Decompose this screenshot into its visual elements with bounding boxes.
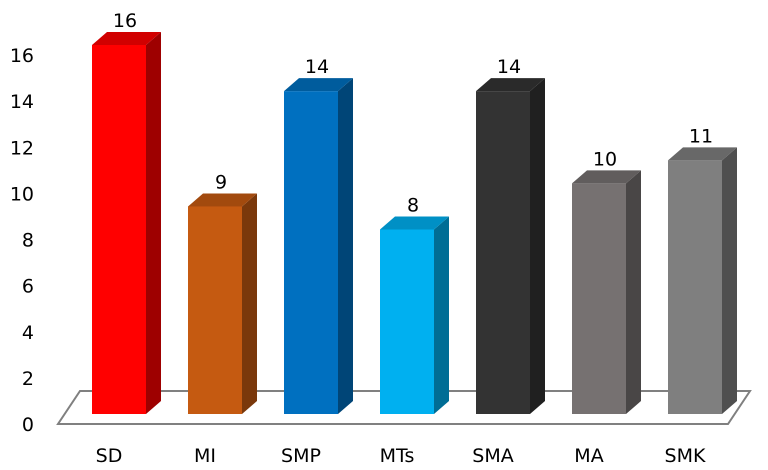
bar-smp (284, 78, 353, 414)
category-label: MI (194, 445, 216, 467)
data-label: 16 (113, 10, 137, 32)
y-tick-label: 12 (10, 137, 34, 159)
x-axis: SD MI SMP MTs SMA MA SMK (96, 445, 706, 467)
data-label: 9 (215, 171, 227, 193)
data-labels: 16 9 14 8 14 10 11 (113, 10, 713, 217)
bar-mts (380, 216, 449, 414)
bar-side (338, 78, 353, 414)
bar-front (476, 91, 530, 414)
bar-side (530, 78, 545, 414)
bar-front (284, 91, 338, 414)
category-label: SMA (472, 445, 513, 467)
y-axis: 0 2 4 6 8 10 12 14 16 (10, 45, 34, 436)
bar-top (476, 78, 545, 92)
data-label: 14 (305, 56, 329, 78)
data-label: 8 (407, 195, 419, 217)
bar-front (668, 160, 722, 414)
category-label: MA (574, 445, 603, 467)
category-label: MTs (380, 445, 415, 467)
y-tick-label: 10 (10, 183, 34, 205)
bar-top (92, 32, 161, 45)
data-label: 10 (593, 148, 617, 170)
y-tick-label: 0 (22, 414, 34, 436)
bar-front (572, 183, 626, 414)
bar-top (284, 78, 353, 92)
bar-top (188, 193, 257, 207)
bar-smk (668, 147, 737, 414)
data-label: 11 (689, 125, 713, 147)
bar-front (92, 45, 146, 414)
category-label: SMK (665, 445, 706, 467)
bar-top (380, 216, 449, 230)
bar-ma (572, 170, 641, 414)
bar-front (380, 229, 434, 414)
bar-side (722, 147, 737, 414)
y-tick-label: 4 (22, 322, 34, 344)
bar-sma (476, 78, 545, 414)
bar-side (626, 170, 641, 414)
y-tick-label: 14 (10, 91, 34, 113)
bar-front (188, 206, 242, 414)
bar-top (668, 147, 737, 161)
bar-mi (188, 193, 257, 414)
data-label: 14 (497, 56, 521, 78)
bar-side (146, 32, 161, 414)
y-tick-label: 16 (10, 45, 34, 67)
bar-side (242, 193, 257, 414)
category-label: SD (96, 445, 123, 467)
bars (92, 32, 737, 414)
y-tick-label: 2 (22, 368, 34, 390)
bar-sd (92, 32, 161, 414)
bar-side (434, 216, 449, 414)
category-label: SMP (281, 445, 321, 467)
y-tick-label: 6 (22, 276, 34, 298)
y-tick-label: 8 (22, 230, 34, 252)
bar-top (572, 170, 641, 184)
